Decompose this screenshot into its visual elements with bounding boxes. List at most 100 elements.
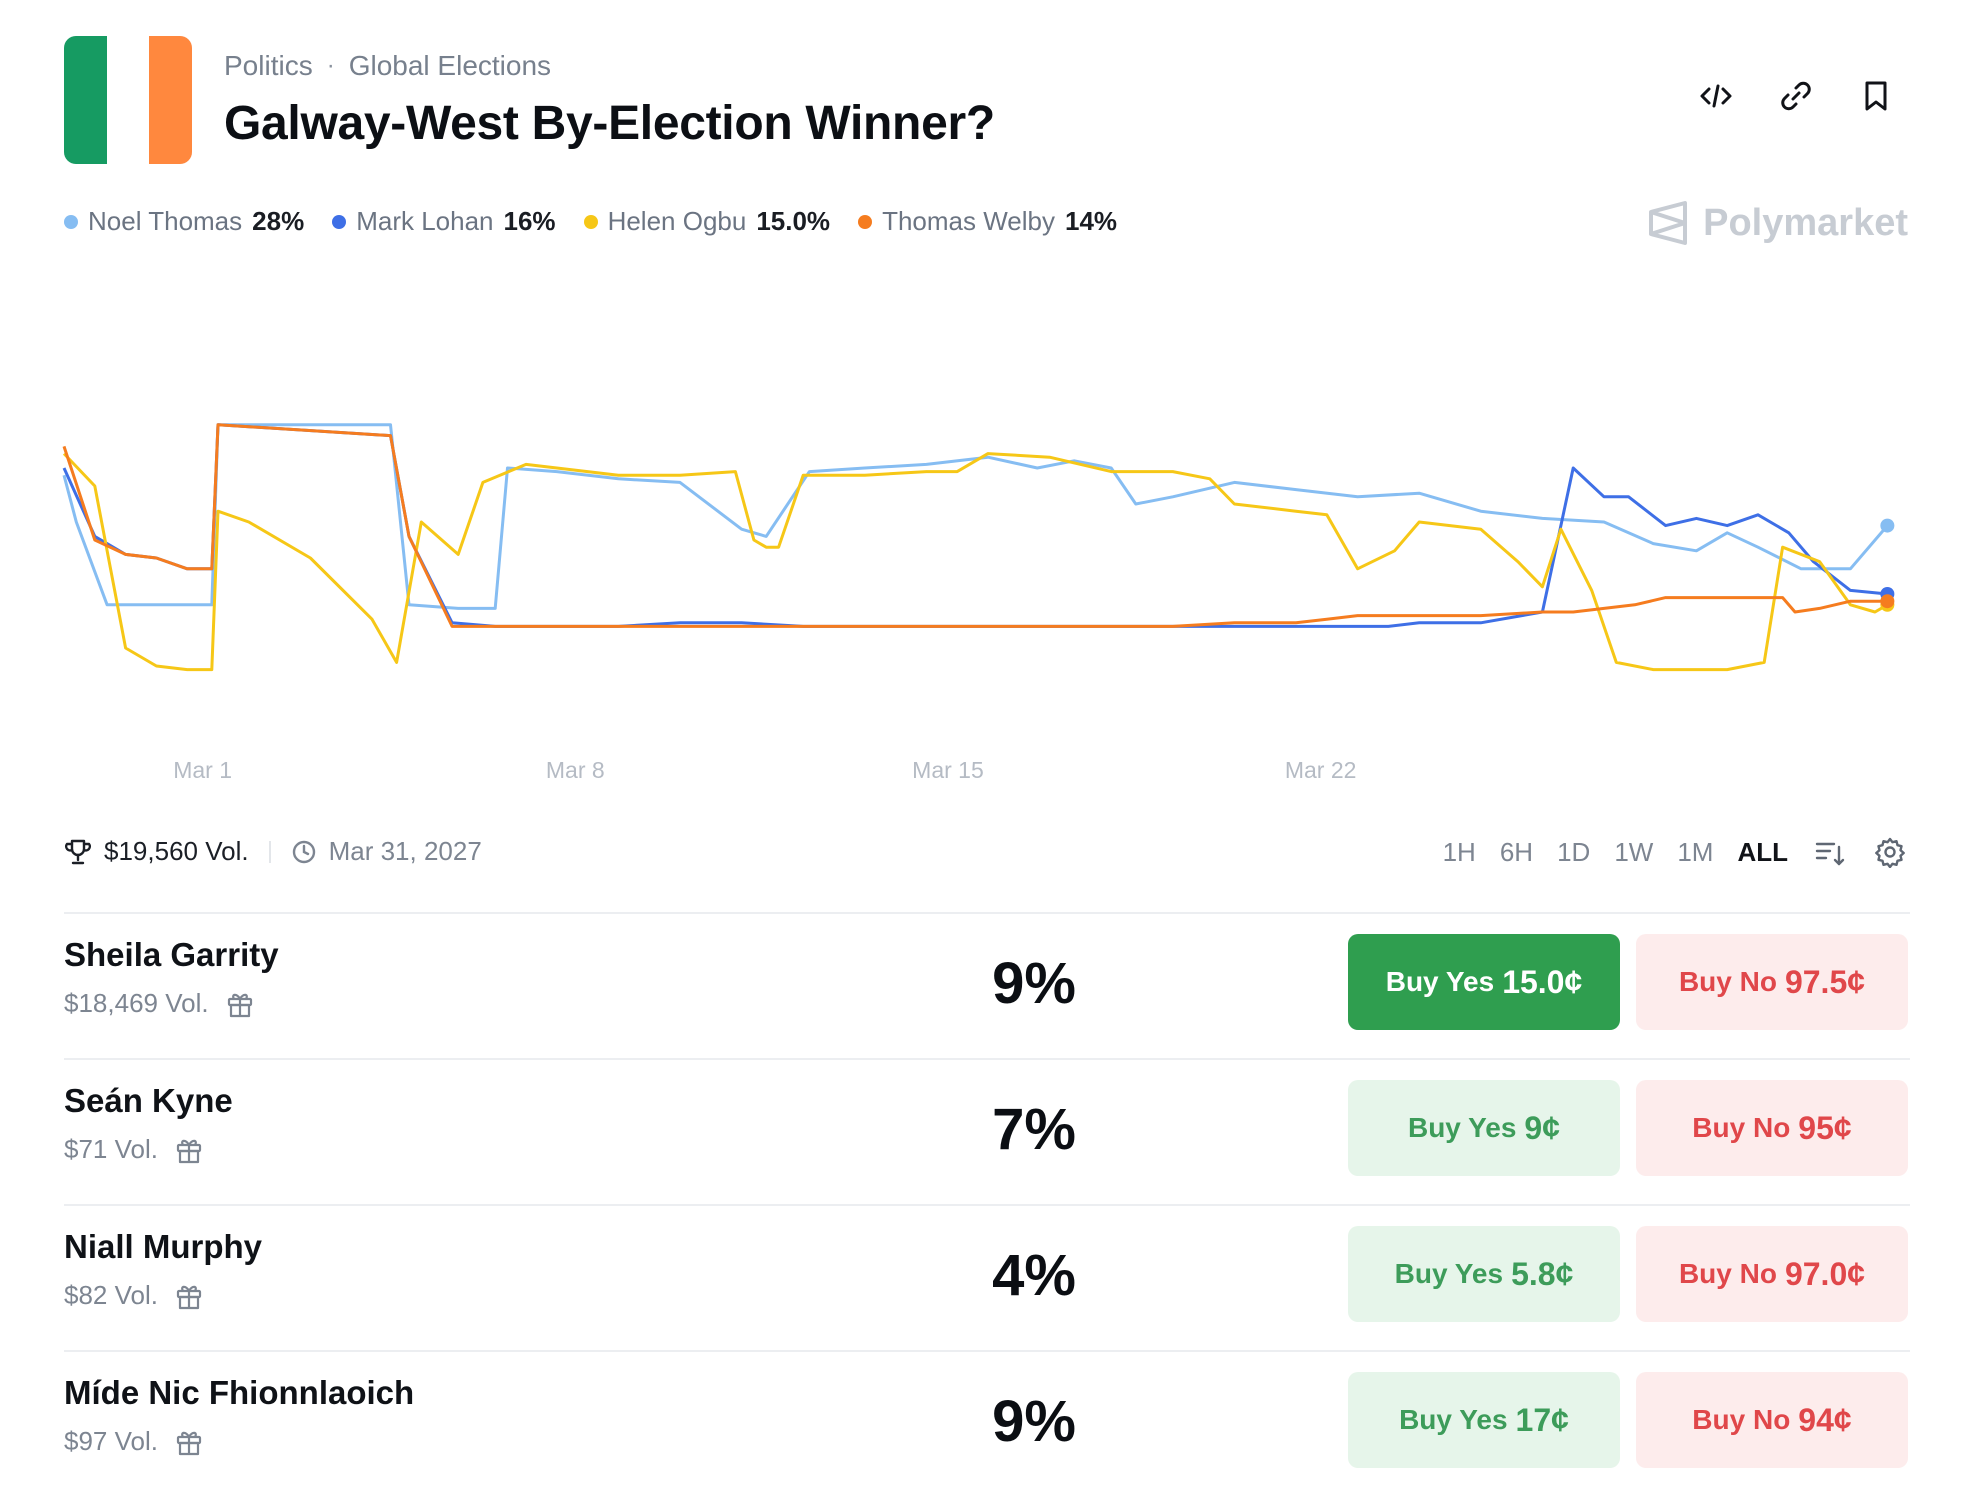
total-volume: $19,560 Vol. (64, 836, 249, 867)
end-date: Mar 31, 2027 (291, 836, 482, 867)
embed-code-icon[interactable] (1698, 78, 1734, 114)
outcome-volume: $71 Vol. (64, 1134, 204, 1165)
polymarket-logo: Polymarket (1647, 200, 1908, 246)
legend-pct: 14% (1064, 206, 1118, 236)
market-meta: $19,560 Vol. Mar 31, 2027 (64, 836, 482, 867)
sort-icon[interactable] (1812, 834, 1848, 870)
legend-name: Mark Lohan (356, 206, 494, 236)
buy-yes-label: Buy Yes (1385, 966, 1495, 997)
buy-no-label: Buy No (1692, 1404, 1791, 1435)
flag-stripe-orange (149, 36, 192, 164)
outcome-name: Míde Nic Fhionnlaoich (64, 1374, 415, 1411)
legend-pct: 16% (503, 206, 556, 236)
flag-stripe-green (64, 36, 107, 164)
buy-no-label: Buy No (1692, 1112, 1791, 1143)
legend-item-helen-ogbu: Helen Ogbu 15.0% (583, 206, 831, 237)
buy-no-button[interactable]: Buy No 97.5¢ (1636, 934, 1908, 1030)
buy-no-price: 97.0¢ (1784, 1255, 1866, 1292)
breadcrumb-separator: · (326, 52, 335, 79)
page-title: Galway-West By-Election Winner? (224, 97, 995, 150)
buy-no-button[interactable]: Buy No 95¢ (1636, 1080, 1908, 1176)
outcome-volume: $18,469 Vol. (64, 988, 255, 1019)
legend-item-thomas-welby: Thomas Welby 14% (858, 206, 1117, 237)
time-range-selector: 1H 6H 1D 1W 1M ALL (1443, 834, 1908, 870)
legend-name: Noel Thomas (88, 206, 243, 236)
legend-dot (858, 214, 873, 229)
outcome-volume-value: $97 Vol. (64, 1426, 158, 1456)
polymarket-logo-icon (1649, 201, 1688, 245)
buy-yes-button[interactable]: Buy Yes 17¢ (1348, 1372, 1620, 1468)
series-line-helen-ogbu (62, 452, 1889, 672)
settings-gear-icon[interactable] (1872, 834, 1908, 870)
divider (64, 912, 1910, 914)
outcome-row[interactable]: Seán Kyne $71 Vol. 7% Buy Yes 9¢ Buy No … (64, 1060, 1910, 1206)
gift-icon[interactable] (174, 1281, 204, 1311)
outcome-volume: $82 Vol. (64, 1280, 204, 1311)
outcome-row[interactable]: Míde Nic Fhionnlaoich $97 Vol. 9% Buy Ye… (64, 1352, 1910, 1498)
outcome-probability: 7% (992, 1097, 1076, 1162)
legend-pct: 28% (252, 206, 305, 236)
legend-pct: 15.0% (756, 206, 831, 236)
buy-yes-label: Buy Yes (1399, 1404, 1508, 1435)
link-icon[interactable] (1778, 78, 1814, 114)
outcome-probability: 9% (992, 951, 1076, 1016)
gift-icon[interactable] (225, 989, 255, 1019)
bookmark-icon[interactable] (1858, 78, 1894, 114)
gift-icon[interactable] (174, 1427, 204, 1457)
buy-no-price: 94¢ (1798, 1401, 1852, 1438)
buy-no-button[interactable]: Buy No 97.0¢ (1636, 1226, 1908, 1322)
outcome-volume-value: $18,469 Vol. (64, 988, 209, 1018)
legend-name: Helen Ogbu (607, 206, 747, 236)
legend-dot (332, 214, 347, 229)
legend-name: Thomas Welby (882, 206, 1055, 236)
gift-icon[interactable] (174, 1135, 204, 1165)
legend-dot (64, 214, 78, 229)
buy-yes-button[interactable]: Buy Yes 9¢ (1348, 1080, 1620, 1176)
buy-yes-price: 5.8¢ (1511, 1255, 1574, 1292)
trophy-icon (64, 839, 92, 864)
x-tick-label: Mar 1 (173, 757, 232, 780)
clock-icon (292, 840, 315, 863)
x-tick-label: Mar 15 (912, 757, 984, 780)
ireland-flag-icon (64, 36, 192, 164)
outcome-probability: 4% (992, 1243, 1076, 1308)
range-all[interactable]: ALL (1737, 836, 1788, 867)
series-end-point-thomas-welby (1880, 594, 1895, 609)
range-1m[interactable]: 1M (1677, 836, 1714, 867)
brand-name: Polymarket (1703, 201, 1908, 244)
buy-no-button[interactable]: Buy No 94¢ (1636, 1372, 1908, 1468)
range-1w[interactable]: 1W (1614, 836, 1654, 867)
x-tick-label: Mar 22 (1285, 757, 1357, 780)
total-volume-value: $19,560 Vol. (104, 836, 249, 866)
buy-yes-label: Buy Yes (1394, 1258, 1504, 1289)
outcome-row[interactable]: Niall Murphy $82 Vol. 4% Buy Yes 5.8¢ Bu… (64, 1206, 1910, 1352)
flag-stripe-white (106, 36, 150, 164)
chart-legend: Noel Thomas 28% Mark Lohan 16% Helen Ogb… (64, 206, 1117, 237)
outcome-name: Niall Murphy (64, 1228, 263, 1265)
buy-yes-label: Buy Yes (1407, 1112, 1517, 1143)
buy-yes-price: 9¢ (1524, 1109, 1561, 1146)
series-line-thomas-welby (62, 423, 1888, 628)
outcome-volume-value: $82 Vol. (64, 1280, 158, 1310)
buy-yes-button[interactable]: Buy Yes 15.0¢ (1348, 934, 1620, 1030)
x-tick-label: Mar 8 (546, 757, 605, 780)
breadcrumb-politics[interactable]: Politics (224, 50, 313, 81)
range-1h[interactable]: 1H (1442, 836, 1476, 867)
outcome-row[interactable]: Sheila Garrity $18,469 Vol. 9% Buy Yes 1… (64, 914, 1910, 1060)
range-6h[interactable]: 6H (1499, 836, 1534, 867)
buy-no-price: 97.5¢ (1784, 963, 1866, 1000)
legend-item-mark-lohan: Mark Lohan 16% (332, 206, 556, 237)
outcome-probability: 9% (992, 1389, 1076, 1454)
buy-yes-button[interactable]: Buy Yes 5.8¢ (1348, 1226, 1620, 1322)
price-history-chart[interactable]: Mar 1 Mar 8 Mar 15 Mar 22 (0, 360, 1974, 780)
outcome-name: Sheila Garrity (64, 936, 279, 973)
outcome-volume-value: $71 Vol. (64, 1134, 158, 1164)
meta-divider (268, 840, 271, 863)
range-1d[interactable]: 1D (1557, 836, 1591, 867)
breadcrumb-global-elections[interactable]: Global Elections (348, 50, 552, 81)
buy-yes-price: 15.0¢ (1502, 963, 1583, 1000)
header-actions (1698, 78, 1894, 114)
divider (64, 1058, 1910, 1060)
buy-no-label: Buy No (1678, 966, 1777, 997)
